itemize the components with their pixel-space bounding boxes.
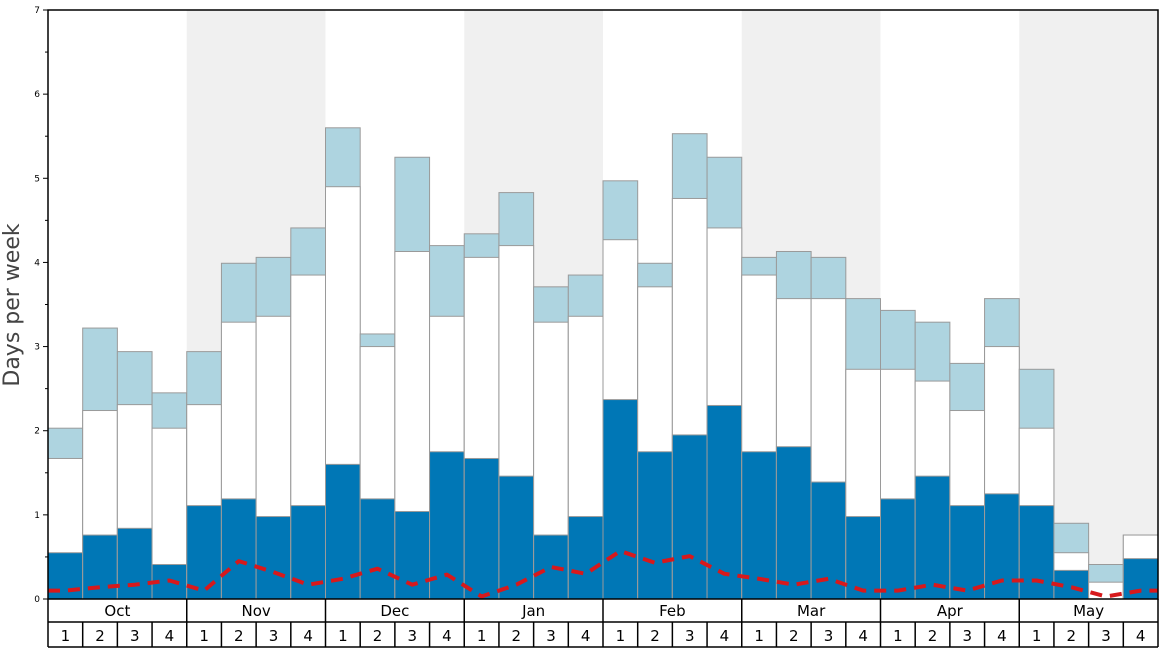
week-label: 3	[130, 627, 140, 645]
bar-bottom-28	[1018, 505, 1055, 600]
week-label: 4	[442, 627, 452, 645]
week-label: 4	[997, 627, 1007, 645]
week-label: 4	[858, 627, 868, 645]
bar-bottom-7	[290, 505, 326, 600]
week-label: 3	[962, 627, 972, 645]
bar-bottom-8	[325, 463, 361, 600]
y-tick-label: 3	[34, 343, 40, 353]
month-label-oct: Oct	[104, 602, 130, 620]
y-axis-title: Days per week	[0, 223, 25, 386]
week-label: 2	[928, 627, 938, 645]
month-label-may: May	[1073, 602, 1104, 620]
month-label-mar: Mar	[797, 602, 826, 620]
y-tick-label: 4	[34, 258, 40, 268]
bar-bottom-20	[741, 451, 777, 600]
bar-bottom-5	[220, 498, 257, 600]
week-label: 2	[789, 627, 799, 645]
bar-bottom-13	[498, 475, 535, 600]
x-axis: Oct Nov Dec Jan Feb Mar Apr May 1 2 3 4 1 2 3 4 1 2 3 4 1 2 3 4…	[47, 599, 1159, 648]
y-tick-label: 0	[34, 595, 40, 605]
bar-bottom-1	[82, 534, 118, 600]
week-label: 3	[269, 627, 279, 645]
week-label: 2	[650, 627, 660, 645]
y-tick-label: 1	[34, 511, 40, 521]
week-label: 1	[754, 627, 764, 645]
plot-frame	[47, 9, 1159, 600]
bar-bottom-23	[845, 516, 881, 600]
month-label-dec: Dec	[380, 602, 409, 620]
bar-bottom-31	[1122, 558, 1159, 600]
y-tick-label: 2	[34, 427, 40, 437]
week-label: 1	[61, 627, 71, 645]
dashed-average-line	[48, 549, 1158, 599]
dashed-line-series	[48, 549, 1158, 599]
week-label: 2	[234, 627, 244, 645]
bar-bottom-24	[880, 498, 916, 600]
week-label: 2	[1067, 627, 1077, 645]
bar-bottom-16	[602, 399, 639, 600]
month-label-jan: Jan	[521, 602, 545, 620]
bar-bottom-12	[463, 457, 500, 600]
week-label: 2	[512, 627, 522, 645]
week-label: 3	[546, 627, 556, 645]
y-axis: 0 1 2 3 4 5 6 7	[34, 6, 48, 605]
week-label: 3	[1101, 627, 1111, 645]
month-label-nov: Nov	[241, 602, 270, 620]
week-label: 3	[824, 627, 834, 645]
month-label-apr: Apr	[937, 602, 964, 620]
week-label: 3	[407, 627, 417, 645]
week-label: 1	[893, 627, 903, 645]
bar-bottom-9	[359, 498, 396, 600]
y-tick-label: 6	[34, 90, 40, 100]
bar-bottom-18	[671, 434, 708, 600]
bar-bottom-17	[637, 451, 673, 600]
week-label: 3	[685, 627, 695, 645]
bar-bottom-6	[255, 516, 292, 600]
bar-bottom-2	[116, 527, 153, 600]
month-label-feb: Feb	[659, 602, 686, 620]
bar-bottom-26	[949, 505, 986, 600]
y-tick-label: 7	[34, 6, 40, 16]
bar-bottom-25	[914, 475, 951, 600]
bar-bottom-21	[775, 446, 812, 600]
week-label: 4	[165, 627, 175, 645]
y-tick-label: 5	[34, 174, 40, 184]
week-label: 1	[199, 627, 209, 645]
week-label: 2	[373, 627, 383, 645]
week-label: 2	[95, 627, 105, 645]
week-label: 1	[1032, 627, 1042, 645]
week-label: 1	[338, 627, 348, 645]
bar-bottom-15	[567, 516, 604, 600]
bar-bottom-19	[706, 404, 743, 600]
bar-bottom-27	[984, 493, 1020, 600]
bar-bottom-14	[533, 534, 569, 600]
week-label: 4	[1136, 627, 1146, 645]
week-label: 4	[720, 627, 730, 645]
week-label: 4	[303, 627, 313, 645]
week-label: 4	[581, 627, 591, 645]
week-label: 1	[616, 627, 626, 645]
bar-series	[47, 127, 1159, 600]
week-label: 1	[477, 627, 487, 645]
bar-middle-30	[1088, 581, 1124, 600]
